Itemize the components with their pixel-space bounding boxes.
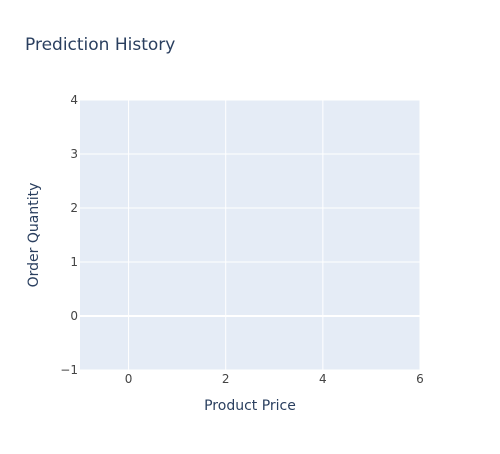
x-tick-labels: 0 2 4 6 <box>125 372 424 386</box>
y-tick-label: 0 <box>70 309 78 323</box>
chart-title: Prediction History <box>25 35 175 55</box>
y-tick-label: 1 <box>70 255 78 269</box>
x-tick-label: 4 <box>319 372 327 386</box>
y-tick-label: 2 <box>70 201 78 215</box>
y-tick-label: 3 <box>70 147 78 161</box>
x-tick-label: 6 <box>416 372 424 386</box>
plot-area <box>80 100 420 370</box>
x-tick-label: 0 <box>125 372 133 386</box>
y-tick-label: 4 <box>70 93 78 107</box>
x-axis-title: Product Price <box>204 398 296 414</box>
grid-lines <box>80 99 421 371</box>
x-tick-label: 2 <box>222 372 230 386</box>
y-tick-labels: −1 0 1 2 3 4 <box>60 93 78 377</box>
y-tick-label: −1 <box>60 363 78 377</box>
y-axis-title: Order Quantity <box>26 183 42 288</box>
